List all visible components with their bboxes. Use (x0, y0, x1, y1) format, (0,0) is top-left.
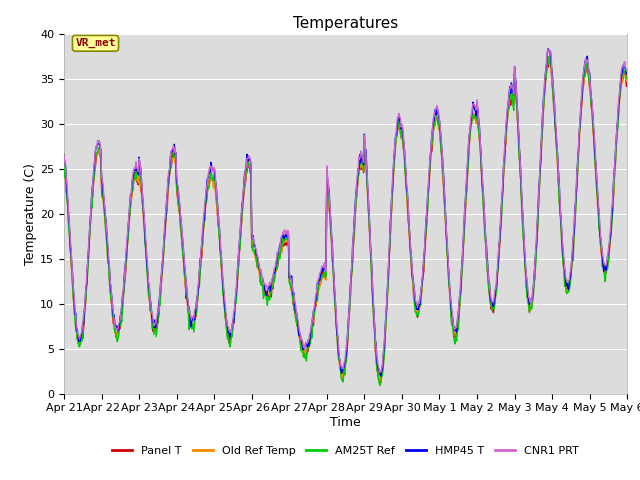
AM25T Ref (215, 231, 223, 237)
Line: HMP45 T: HMP45 T (64, 49, 627, 376)
Legend: Panel T, Old Ref Temp, AM25T Ref, HMP45 T, CNR1 PRT: Panel T, Old Ref Temp, AM25T Ref, HMP45 … (108, 441, 584, 460)
Old Ref Temp (128, 194, 136, 200)
Panel T (128, 189, 136, 194)
Panel T (376, 381, 384, 386)
AM25T Ref (547, 49, 554, 55)
Old Ref Temp (186, 314, 193, 320)
HMP45 T (128, 180, 136, 185)
Line: Panel T: Panel T (64, 57, 627, 384)
HMP45 T (186, 304, 193, 310)
Panel T (70, 304, 78, 310)
HMP45 T (623, 71, 630, 77)
CNR1 PRT (70, 293, 78, 299)
HMP45 T (377, 373, 385, 379)
HMP45 T (431, 108, 438, 113)
Panel T (623, 84, 630, 89)
HMP45 T (545, 46, 552, 52)
Panel T (186, 309, 193, 314)
X-axis label: Time: Time (330, 416, 361, 429)
Line: Old Ref Temp: Old Ref Temp (64, 59, 627, 381)
Old Ref Temp (70, 305, 78, 311)
AM25T Ref (60, 151, 68, 157)
AM25T Ref (376, 383, 384, 388)
Panel T (415, 311, 422, 317)
Old Ref Temp (623, 78, 630, 84)
Old Ref Temp (215, 229, 223, 235)
Panel T (60, 160, 68, 166)
CNR1 PRT (376, 370, 384, 375)
Line: AM25T Ref: AM25T Ref (64, 52, 627, 385)
CNR1 PRT (128, 179, 136, 184)
AM25T Ref (623, 76, 630, 82)
Old Ref Temp (545, 56, 553, 61)
CNR1 PRT (545, 47, 552, 53)
AM25T Ref (415, 312, 422, 318)
HMP45 T (415, 307, 422, 312)
HMP45 T (215, 220, 223, 226)
CNR1 PRT (431, 110, 438, 116)
Text: VR_met: VR_met (76, 38, 116, 48)
Line: CNR1 PRT: CNR1 PRT (64, 50, 627, 372)
AM25T Ref (431, 114, 438, 120)
CNR1 PRT (215, 220, 223, 226)
AM25T Ref (70, 307, 78, 313)
CNR1 PRT (60, 152, 68, 157)
CNR1 PRT (623, 68, 630, 73)
AM25T Ref (186, 327, 193, 333)
Old Ref Temp (431, 121, 438, 127)
Old Ref Temp (60, 160, 68, 166)
CNR1 PRT (186, 306, 193, 312)
HMP45 T (60, 154, 68, 159)
Old Ref Temp (376, 378, 384, 384)
AM25T Ref (128, 188, 136, 194)
Title: Temperatures: Temperatures (293, 16, 398, 31)
Panel T (431, 123, 438, 129)
Y-axis label: Temperature (C): Temperature (C) (24, 163, 37, 264)
Panel T (215, 226, 223, 231)
Panel T (546, 54, 554, 60)
Old Ref Temp (415, 308, 422, 314)
HMP45 T (70, 297, 78, 302)
CNR1 PRT (415, 298, 422, 304)
